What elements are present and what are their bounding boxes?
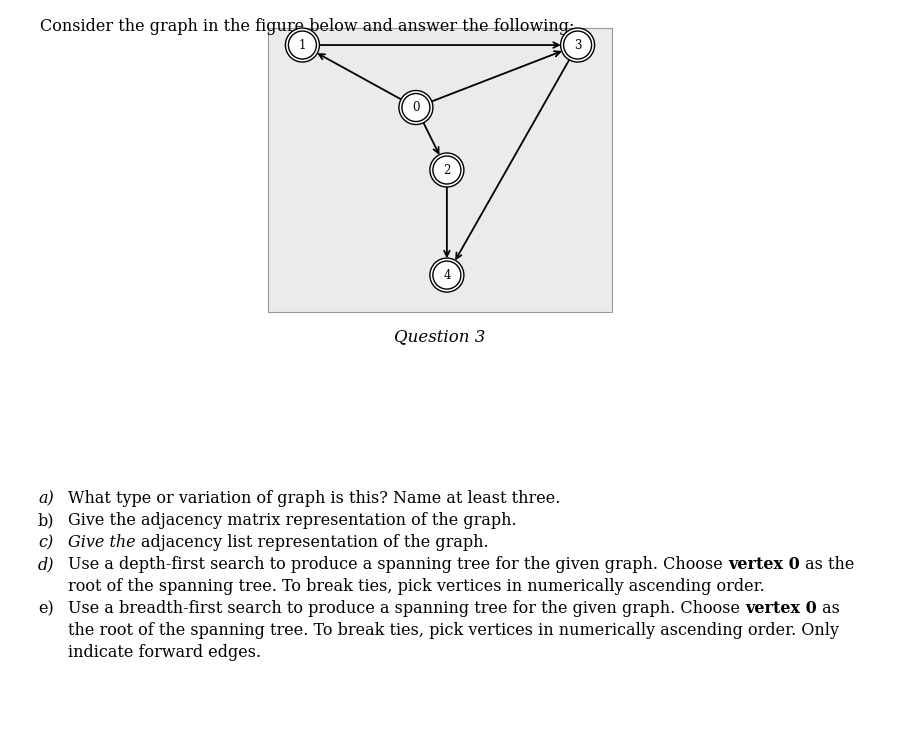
Text: 0: 0 [412,101,419,114]
Text: the root of the spanning tree. To break ties, pick vertices in numerically ascen: the root of the spanning tree. To break … [68,622,839,639]
Text: a): a) [38,490,53,507]
Text: Use a depth-first search to produce a spanning tree for the given graph. Choose: Use a depth-first search to produce a sp… [68,556,728,573]
Text: as the: as the [800,556,854,573]
Circle shape [429,153,464,187]
Text: e): e) [38,600,53,617]
Text: What type or variation of graph is this? Name at least three.: What type or variation of graph is this?… [68,490,561,507]
Circle shape [402,94,430,121]
Text: Question 3: Question 3 [394,328,486,345]
Text: vertex 0: vertex 0 [745,600,817,617]
Text: Give the: Give the [68,534,140,551]
Text: Give the adjacency matrix representation of the graph.: Give the adjacency matrix representation… [68,512,516,529]
Circle shape [429,258,464,292]
Text: c): c) [38,534,53,551]
Text: 3: 3 [573,39,582,52]
Text: root of the spanning tree. To break ties, pick vertices in numerically ascending: root of the spanning tree. To break ties… [68,578,765,595]
Text: 2: 2 [443,164,450,176]
Circle shape [433,261,461,289]
Text: b): b) [38,512,54,529]
Text: indicate forward edges.: indicate forward edges. [68,644,261,661]
Text: 4: 4 [443,268,450,281]
Circle shape [433,156,461,184]
Bar [268,28,612,312]
Circle shape [288,31,316,59]
Text: vertex 0: vertex 0 [728,556,800,573]
Circle shape [285,28,320,62]
Text: d): d) [38,556,54,573]
Circle shape [399,91,433,124]
Text: Consider the graph in the figure below and answer the following:: Consider the graph in the figure below a… [40,18,574,35]
Text: 1: 1 [299,39,306,52]
Text: as: as [817,600,840,617]
Text: adjacency list representation of the graph.: adjacency list representation of the gra… [140,534,488,551]
Circle shape [564,31,592,59]
Text: Use a breadth-first search to produce a spanning tree for the given graph. Choos: Use a breadth-first search to produce a … [68,600,745,617]
Circle shape [561,28,594,62]
